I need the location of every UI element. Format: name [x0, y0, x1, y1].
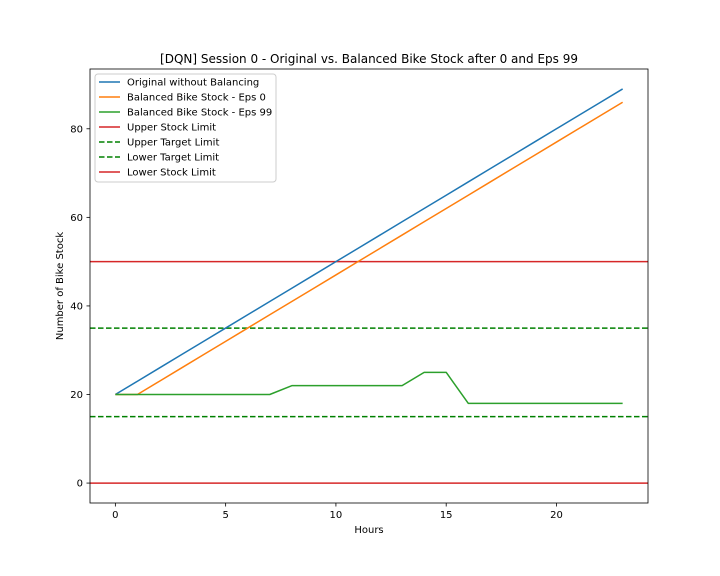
series-line-3 — [115, 371, 623, 405]
series-line-1 — [114, 88, 624, 396]
y-axis-label: Number of Bike Stock — [55, 232, 66, 340]
plot-frame — [89, 68, 649, 504]
legend: Original without Balancing Balanced Bike … — [94, 73, 277, 183]
legend-items: Original without Balancing Balanced Bike … — [99, 78, 272, 179]
reference-lines — [90, 260, 648, 484]
legend-label: Original without Balancing — [127, 78, 259, 89]
x-axis: 0 5 10 15 20 — [112, 503, 563, 521]
legend-label: Lower Target Limit — [127, 153, 219, 164]
legend-label: Balanced Bike Stock - Eps 0 — [127, 93, 266, 104]
series-lines — [114, 88, 624, 405]
series-line-2 — [115, 101, 624, 396]
y-tick-label: 20 — [70, 390, 83, 401]
legend-label: Lower Stock Limit — [127, 168, 216, 179]
legend-box — [94, 73, 277, 183]
x-tick-label: 0 — [112, 510, 118, 521]
legend-label: Upper Target Limit — [127, 138, 219, 149]
plot-area — [89, 68, 649, 504]
y-axis: 0 20 40 60 80 — [70, 124, 90, 490]
y-tick-label: 60 — [70, 213, 83, 224]
x-axis-label: Hours — [354, 525, 383, 536]
legend-label: Balanced Bike Stock - Eps 99 — [127, 108, 272, 119]
y-tick-label: 80 — [70, 124, 83, 135]
y-tick-label: 40 — [70, 301, 83, 312]
y-tick-label: 0 — [77, 479, 83, 490]
chart-title: [DQN] Session 0 - Original vs. Balanced … — [160, 52, 578, 66]
x-tick-label: 20 — [550, 510, 563, 521]
legend-label: Upper Stock Limit — [127, 123, 216, 134]
x-tick-label: 15 — [440, 510, 453, 521]
x-tick-label: 10 — [330, 510, 343, 521]
x-tick-label: 5 — [222, 510, 228, 521]
